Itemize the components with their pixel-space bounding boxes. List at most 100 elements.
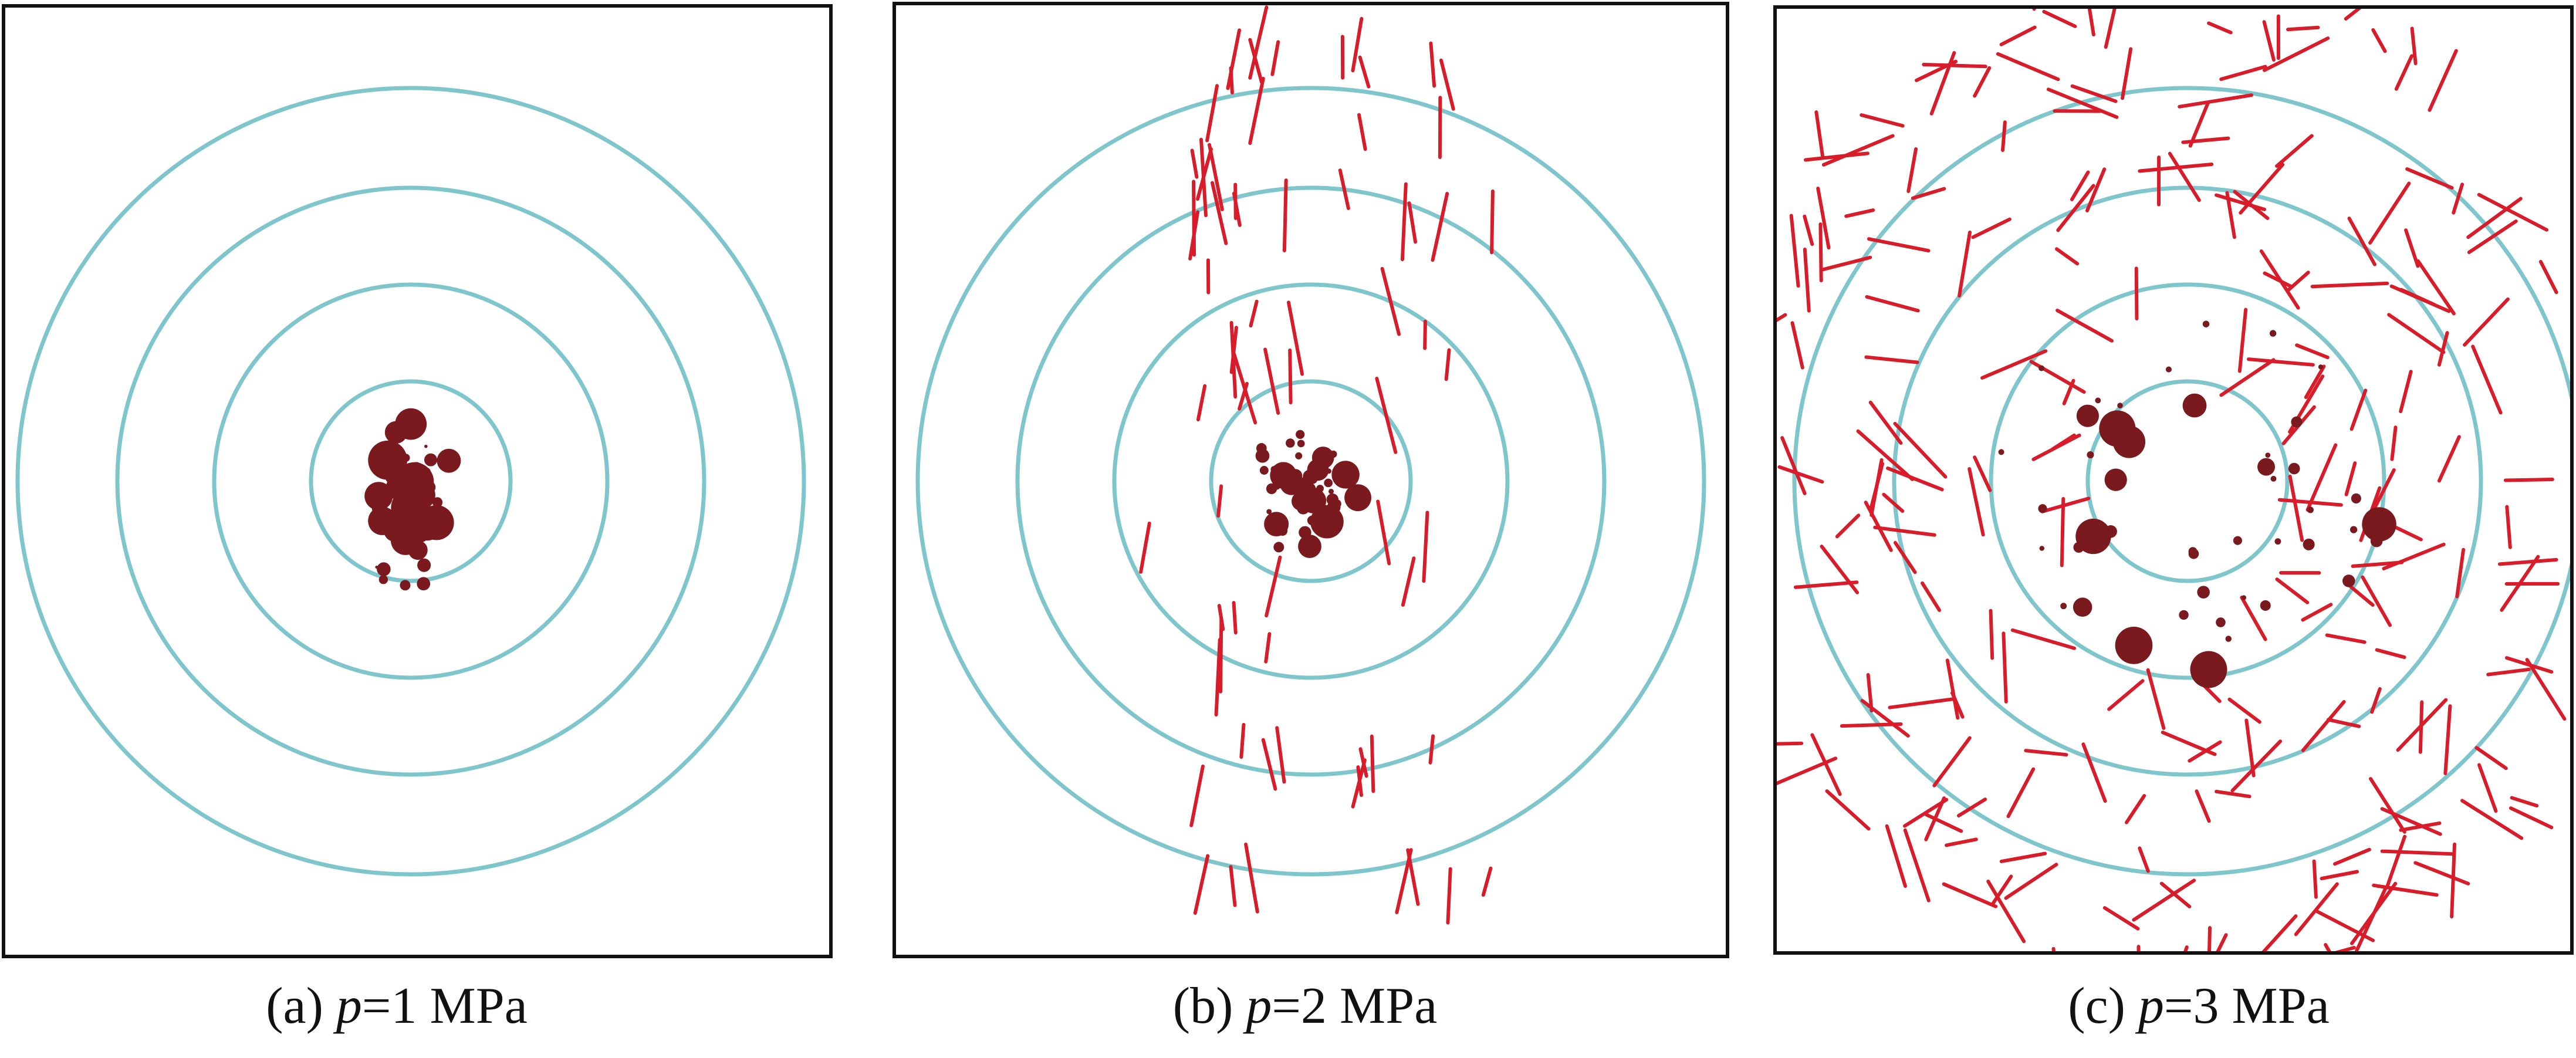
crack-segment [2042,9,2077,28]
ae-event [405,495,408,498]
crack-segment [2332,847,2371,866]
crack-segment [1229,321,1238,399]
crack-segment [1893,421,1948,479]
ae-event [368,440,408,480]
crack-segment [2263,271,2293,288]
crack-segment [2024,749,2068,757]
crack-segment [2002,631,2008,704]
ae-event [2190,651,2227,688]
ae-event [2075,518,2111,555]
crack-segment [1814,110,1825,158]
ae-event [426,475,434,483]
ae-event [2351,493,2361,504]
crack-segment [2262,36,2330,72]
crack-segment [2121,47,2133,100]
ae-event [1333,502,1337,506]
crack-segment [1264,632,1272,664]
crack-segment [2450,842,2457,919]
crack-segment [2525,658,2567,721]
crack-segment [1232,601,1238,635]
crack-segment [2335,945,2356,951]
crack-segment [1358,747,1368,778]
ae-event [379,487,384,492]
crack-segment [1248,76,1265,145]
crack-segment [1777,465,1824,484]
crack-segment [1903,828,1931,902]
crack-segment [1932,736,1972,787]
crack-segment [2361,575,2392,627]
crack-segment [1971,217,2012,239]
crack-segment [1239,722,1246,759]
crack-segment [2102,906,2140,931]
crack-segment [1958,231,1972,298]
crack-segment [1835,513,1861,539]
ae-event [1270,462,1297,489]
caption-b-letter: b [1190,978,1216,1035]
panel-c-ring-2 [1989,282,2386,680]
caption-a: (a) p=1 MPa [266,978,528,1035]
caption-a-var: p [336,978,362,1035]
crack-segment [1825,789,1871,831]
panel-b-ring-4 [915,86,1706,877]
crack-segment [2159,881,2192,908]
crack-segment [2087,9,2095,37]
ae-event [377,562,391,576]
crack-segment [1444,348,1451,381]
ae-event [2303,538,2315,550]
panel-b [893,2,1729,958]
ae-event [1297,440,1305,448]
crack-segment [2385,834,2407,889]
ae-event [2076,404,2099,427]
ae-event [2087,451,2094,459]
ae-event [1317,530,1323,536]
crack-segment [1956,797,1987,818]
crack-segment [2031,433,2081,461]
crack-segment [1868,400,1903,445]
crack-segment [1370,734,1375,793]
crack-segment [1439,58,1455,111]
crack-segment [2505,505,2512,549]
crack-segment [2056,308,2114,343]
crack-segment [2085,167,2107,212]
ae-event [1286,438,1295,448]
ae-event [2038,504,2047,513]
crack-segment [1401,556,1416,607]
crack-segment [1261,738,1277,791]
crack-segment [2497,557,2558,566]
ae-event [424,453,438,467]
crack-segment [1232,351,1257,425]
crack-segment [1986,880,2026,944]
crack-segment [2428,49,2458,112]
crack-segment [1244,842,1259,914]
crack-segment [1922,62,1987,69]
crack-segment [1265,555,1282,618]
crack-segment [1856,429,1914,481]
ae-event [2039,365,2045,371]
crack-segment [2001,120,2007,152]
crack-segment [2320,870,2359,881]
panel-c-ring-3 [1892,185,2483,777]
crack-segment [1902,797,1949,828]
crack-segment [2372,468,2396,511]
ae-event [2182,393,2207,418]
crack-segment [1818,222,1823,283]
crack-segment [2181,136,2230,144]
ae-event [411,509,444,541]
crack-segment [2054,247,2080,266]
crack-segment [1490,189,1495,255]
crack-segment [1950,691,1965,719]
caption-a-value: =1 MPa [361,978,528,1035]
ae-event [2291,416,2303,428]
crack-segment [1376,499,1391,566]
panel-a-ring-1 [309,379,513,583]
crack-segment [2060,496,2065,567]
crack-segment [2010,628,2077,650]
crack-segment [2460,799,2524,840]
ae-event [394,520,417,543]
crack-segment [1189,764,1205,827]
crack-segment [2304,364,2326,400]
ae-event [1307,515,1317,526]
crack-segment [2404,228,2420,268]
ae-event [1319,511,1324,515]
crack-segment [1199,137,1208,217]
